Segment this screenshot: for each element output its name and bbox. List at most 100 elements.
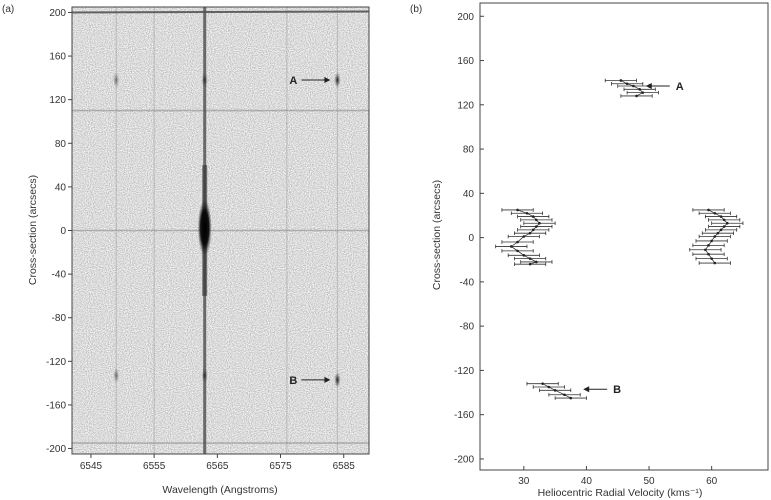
panel-b-data-point	[719, 228, 723, 232]
panel-b-data-point	[522, 254, 526, 257]
panel-b-xlabel: Heliocentric Radial Velocity (kms⁻¹)	[538, 487, 703, 499]
panel-b-arrow-head	[645, 82, 652, 89]
panel-a-xtick-label: 6555	[143, 461, 166, 472]
panel-b-data-point	[525, 211, 529, 215]
panel-a-ytick-label: 120	[49, 95, 66, 106]
panel-b-ytick-label: -80	[460, 322, 475, 333]
panel-b-data-point	[531, 228, 535, 232]
panel-a-emission-knot	[201, 72, 208, 89]
panel-b-annotation-a: A	[645, 81, 684, 93]
panel-a-annotation-a: A	[289, 75, 331, 87]
panel-a-label: (a)	[2, 4, 14, 15]
panel-b-data-point	[719, 215, 723, 218]
panel-b-data-point	[531, 215, 535, 218]
panel-b-data-point	[638, 88, 641, 91]
panel-b-annotation-label: A	[676, 81, 684, 93]
panel-b-ytick-label: 120	[457, 100, 474, 111]
panel-b-data-point	[710, 257, 713, 260]
panel-a-ytick-label: -80	[52, 313, 67, 324]
panel-a-ytick-label: 0	[60, 226, 66, 237]
panel-b-data-point	[726, 221, 729, 225]
panel-a-xtick-label: 6585	[333, 461, 356, 472]
panel-a-emission-knot	[113, 72, 120, 89]
panel-b-data-point	[535, 218, 538, 222]
panel-b-series-line	[510, 209, 541, 265]
panel-b-data-point	[516, 208, 519, 212]
panel-a-emission-knot	[201, 367, 208, 384]
panel-b-data-point	[707, 252, 710, 256]
panel-a-annotation-b: B	[289, 375, 331, 387]
panel-b-series-2	[495, 208, 556, 266]
panel-b-data-point	[722, 225, 726, 228]
panel-a-halpha-core	[197, 199, 212, 257]
panel-b-ytick-label: 160	[457, 56, 474, 67]
panel-b-series-1	[604, 78, 659, 98]
panel-b-data-point	[704, 248, 707, 252]
panel-b-ytick-label: -120	[454, 366, 474, 377]
panel-a-continuum-row	[72, 10, 369, 14]
panel-a-emission-knot	[334, 371, 341, 388]
panel-a-ytick-label: 80	[55, 139, 67, 150]
panel-b-annotation-b: B	[583, 384, 621, 396]
panel-b-data-point	[707, 244, 710, 247]
panel-b-data-point	[528, 257, 532, 260]
panel-a-xtick-label: 6545	[80, 461, 103, 472]
panel-b-ylabel: Cross-section (arcsecs)	[431, 180, 443, 290]
panel-b-data-point	[569, 396, 573, 400]
panel-a-xlabel: Wavelength (Angstroms)	[162, 484, 277, 496]
panel-b-arrow-head	[583, 386, 590, 393]
panel-a-ytick-label: 40	[55, 182, 67, 193]
panel-b-data-point	[635, 94, 638, 98]
panel-b-data-point	[535, 260, 538, 264]
panel-b-data-point	[516, 240, 519, 244]
panel-a-ytick-label: -200	[46, 444, 66, 455]
panel-a-annotation-label: A	[289, 75, 297, 87]
panel-b-data-point	[538, 221, 541, 225]
panel-a-arrow-head	[324, 77, 331, 84]
panel-b-data-point	[619, 79, 623, 82]
panel-a-emission-knot	[334, 72, 341, 89]
panel-b-data-point	[535, 225, 538, 228]
panel-a-emission-knot	[113, 367, 120, 384]
panel-b-data-point	[528, 231, 532, 235]
panel-b-xtick-label: 50	[643, 476, 655, 487]
panel-b-ytick-label: 0	[468, 233, 474, 244]
panel-a-ylabel: Cross-section (arcsecs)	[27, 175, 39, 285]
panel-b-data-point	[522, 235, 526, 238]
panel-a-ytick-label: 200	[49, 8, 66, 19]
panel-b-data-point	[553, 389, 557, 392]
panel-b-annotation-label: B	[613, 384, 621, 396]
panel-b-xtick-label: 40	[581, 476, 593, 487]
panel-b-series-3	[689, 208, 744, 265]
panel-a-xtick-label: 6575	[269, 461, 292, 472]
panel-b-xtick-label: 60	[706, 476, 718, 487]
panel-b: 30 40 50 60 200 160 120 80 40 0 -40 -80 -120 -160 -200…	[410, 2, 769, 499]
panel-b-data-point	[632, 84, 635, 88]
panel-b-data-point	[541, 382, 544, 385]
panel-a-ytick-label: 160	[49, 52, 66, 63]
panel-b-data-point	[563, 393, 566, 397]
panel-b-ytick-label: -200	[454, 454, 474, 465]
panel-b-ytick-label: -40	[460, 277, 475, 288]
panel-b-data-point	[710, 239, 713, 243]
panel-b-data-point	[510, 245, 513, 248]
panel-a: 6545 6555 6565 6575 6585 200 160 120 80 40 0 -40 -80…	[2, 4, 370, 496]
panel-b-data-point	[716, 231, 720, 235]
panel-b-data-point	[528, 262, 532, 266]
panel-b-ytick-label: 200	[457, 12, 474, 23]
panel-b-data-point	[641, 91, 645, 94]
panel-b-data-point	[713, 261, 717, 265]
panel-b-data-point	[713, 235, 717, 238]
panel-b-data-point	[625, 82, 629, 86]
panel-b-data-point	[547, 385, 551, 389]
panel-b-data-point	[713, 211, 717, 215]
panel-b-data-point	[707, 208, 710, 212]
panel-b-ytick-label: 80	[463, 145, 475, 156]
panel-a-ytick-label: -160	[46, 400, 66, 411]
panel-a-ytick-label: -120	[46, 357, 66, 368]
panel-b-series-4	[526, 381, 587, 400]
panel-b-label: (b)	[410, 4, 422, 15]
panel-b-xtick-label: 30	[518, 476, 530, 487]
panel-a-xtick-label: 6565	[206, 461, 229, 472]
